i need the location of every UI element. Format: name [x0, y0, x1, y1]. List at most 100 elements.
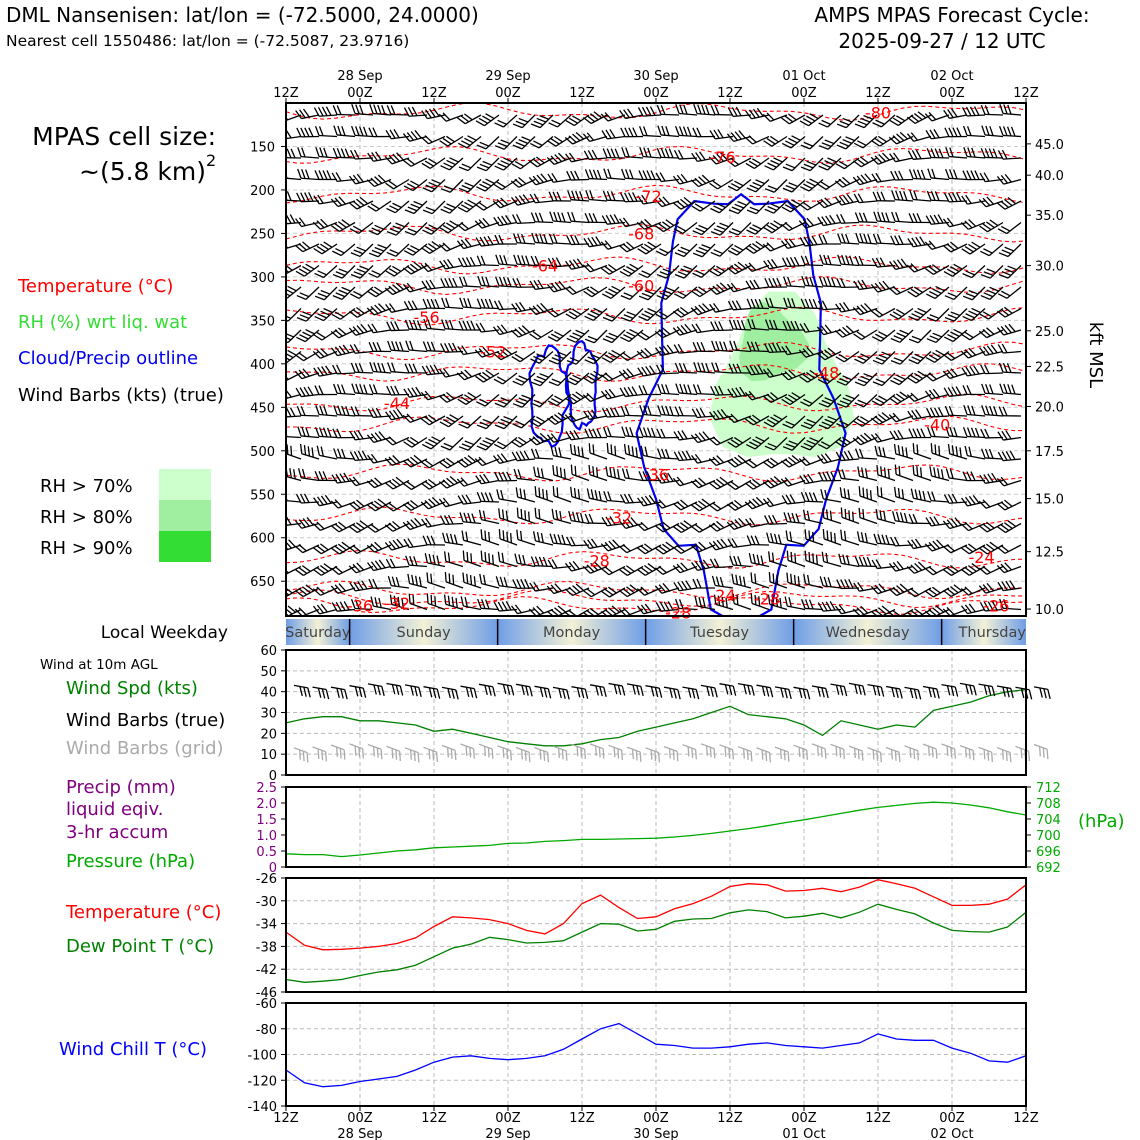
xs-wind-barb: [961, 365, 986, 377]
xs-wind-barb: [960, 521, 986, 532]
xs-wind-barb: [511, 436, 536, 448]
xs-wind-barb: [295, 263, 320, 277]
wind-panel: 0 10 20 30 40 50 60: [260, 644, 1051, 784]
xs-wind-barb: [368, 578, 392, 589]
xs-wind-barb: [333, 448, 356, 460]
xs-wind-barb: [315, 405, 338, 417]
panel-ytick-label: 40: [260, 686, 277, 701]
xs-wind-barb: [768, 551, 788, 568]
xs-wind-barb: [782, 437, 806, 451]
xs-wind-barb: [349, 149, 374, 160]
xs-wind-barb: [817, 178, 842, 190]
xs-wind-barb: [894, 464, 914, 482]
xs-wind-barb: [421, 436, 446, 450]
grid-wind-barb: [811, 743, 827, 759]
temp-contour-label: -40: [924, 416, 950, 435]
xs-wind-barb: [602, 190, 626, 202]
xs-wind-barb: [530, 212, 554, 224]
xs-wind-barb: [726, 517, 752, 531]
xs-wind-barb: [493, 178, 518, 191]
legend-temperature: Temperature (°C): [17, 276, 173, 297]
xs-wind-barb: [816, 453, 842, 464]
xs-wind-barb: [672, 499, 698, 511]
true-wind-barb: [756, 684, 774, 698]
xs-wind-barb: [369, 104, 392, 116]
subtitle-left: Nearest cell 1550486: lat/lon = (-72.508…: [6, 32, 409, 50]
xs-wind-barb: [817, 214, 842, 227]
xs-wind-barb: [840, 529, 860, 546]
xs-wind-barb: [764, 157, 788, 171]
xs-wind-barb: [690, 431, 716, 444]
xs-wind-barb: [655, 541, 680, 555]
legend-wind-barbs-true: Wind Barbs (true): [66, 710, 225, 731]
xs-wind-barb: [493, 372, 518, 385]
xs-wind-barb: [945, 147, 968, 159]
xs-wind-barb: [332, 286, 356, 301]
xs-wind-barb: [423, 318, 446, 331]
temp-contour: [286, 145, 1026, 164]
xs-wind-barb: [511, 301, 536, 313]
xs-wind-barb: [981, 383, 1004, 396]
xs-wind-barb: [529, 156, 554, 168]
grid-wind-barb: [756, 747, 771, 763]
xs-wind-barb: [529, 135, 554, 149]
xs-wind-barb: [997, 286, 1022, 299]
xs-wind-barb: [762, 368, 788, 378]
xs-wind-barb: [889, 114, 914, 127]
true-wind-barb: [719, 683, 737, 696]
xs-wind-barb: [691, 522, 716, 533]
xs-wind-barb: [408, 593, 428, 611]
xs-wind-barb: [512, 277, 536, 288]
panel-ytick-label: -46: [256, 986, 277, 1001]
temp-contour-label: -72: [636, 187, 662, 206]
legend-cloud: Cloud/Precip outline: [18, 348, 198, 369]
xs-wind-barb: [367, 453, 392, 464]
xs-wind-barb: [456, 238, 482, 250]
xs-ytick-left: 150: [250, 140, 275, 155]
xs-wind-barb: [366, 174, 392, 188]
xs-wind-barb: [511, 450, 536, 462]
pressure-tick-label: 696: [1036, 845, 1061, 860]
xs-wind-barb: [945, 426, 968, 439]
xs-wind-barb: [744, 390, 770, 401]
xs-wind-barb: [442, 532, 464, 546]
xs-wind-barb: [349, 306, 374, 318]
xs-wind-barb: [603, 490, 626, 503]
xs-wind-barb: [876, 464, 896, 482]
grid-wind-barb: [922, 743, 938, 759]
xs-wind-barb: [422, 341, 446, 353]
xs-wind-barb: [693, 104, 716, 116]
xs-wind-barb: [764, 200, 788, 214]
xs-wind-barb: [602, 329, 626, 344]
true-wind-barb: [478, 683, 496, 697]
xs-wind-barb: [799, 200, 824, 211]
xs-wind-barb: [603, 168, 626, 181]
xs-wind-barb: [439, 135, 464, 147]
xs-wind-barb: [366, 303, 392, 316]
xs-wind-barb: [513, 468, 536, 482]
temp-contour: [286, 184, 1026, 204]
xs-wind-barb: [822, 529, 842, 546]
true-wind-barb: [534, 685, 552, 699]
xs-wind-barb: [386, 385, 410, 396]
xs-wind-barb: [889, 391, 914, 405]
xs-wind-barb: [530, 556, 554, 568]
xs-wind-barb: [835, 194, 860, 206]
temp-contour: [286, 506, 1026, 526]
xs-wind-barb: [763, 220, 788, 234]
xs-wind-barb: [888, 583, 914, 597]
xs-wind-barb: [819, 254, 842, 267]
xs-wind-barb: [746, 298, 770, 310]
xs-wind-barb: [600, 605, 626, 616]
xs-wind-barb: [480, 550, 500, 568]
top-time-axis: 12Z 00Z 12Z 00Z 12Z 00Z 12Z 00Z 12Z 00Z 12Z 28 Sep 2…: [273, 69, 1039, 101]
true-wind-barb: [626, 683, 644, 697]
xs-wind-barb: [873, 211, 896, 224]
xs-wind-barb: [657, 448, 680, 460]
xs-wind-barb: [872, 191, 896, 202]
panel-ytick-label: 0: [269, 769, 277, 784]
xs-wind-barb: [618, 517, 644, 529]
cell-size-line1: MPAS cell size:: [32, 122, 216, 151]
xs-wind-barb: [566, 170, 590, 181]
